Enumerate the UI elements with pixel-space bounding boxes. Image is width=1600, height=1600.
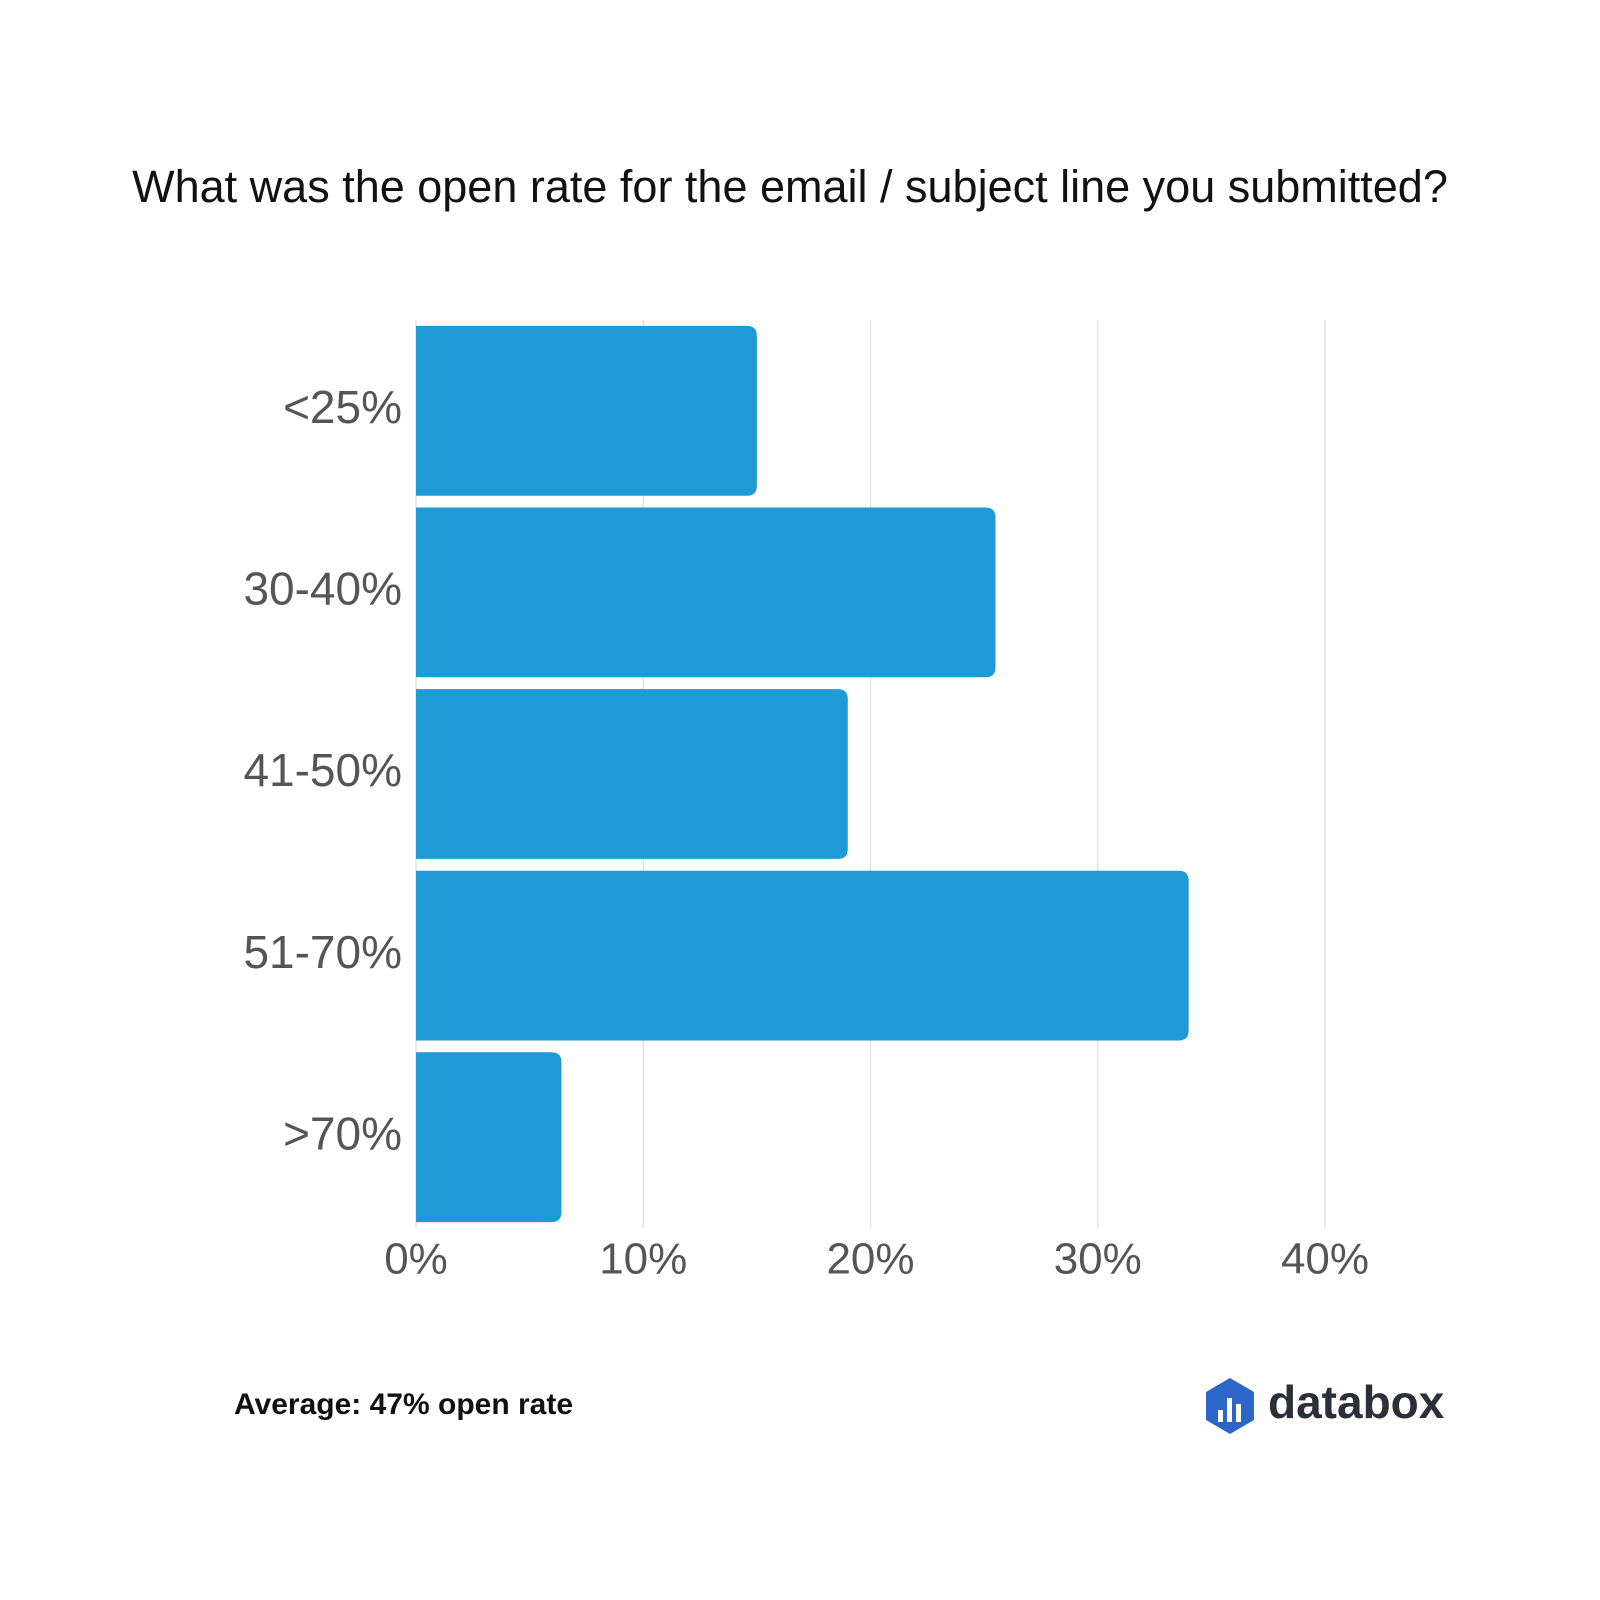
y-tick-label: 41-50% xyxy=(243,744,402,796)
bar xyxy=(416,689,848,859)
bar xyxy=(416,325,757,496)
y-tick-label: 30-40% xyxy=(243,563,402,615)
bar xyxy=(416,870,1189,1041)
y-tick-label: 51-70% xyxy=(243,926,402,978)
y-tick-label: >70% xyxy=(283,1107,402,1159)
y-tick-label: <25% xyxy=(283,381,402,433)
logo-text: databox xyxy=(1268,1376,1445,1428)
x-tick-label: 20% xyxy=(826,1235,914,1284)
logo-icon-bar xyxy=(1236,1404,1241,1422)
x-tick-label: 40% xyxy=(1281,1235,1369,1284)
chart-title: What was the open rate for the email / s… xyxy=(132,161,1448,212)
x-tick-label: 10% xyxy=(599,1235,687,1284)
x-tick-label: 30% xyxy=(1054,1235,1142,1284)
bar xyxy=(416,507,996,678)
logo-icon-bar xyxy=(1227,1398,1232,1422)
annotation: Average: 47% open rate xyxy=(234,1388,573,1421)
logo: databox xyxy=(1206,1376,1445,1434)
bar xyxy=(416,1052,562,1223)
logo-icon-bar xyxy=(1218,1410,1223,1422)
x-tick-label: 0% xyxy=(384,1235,448,1284)
